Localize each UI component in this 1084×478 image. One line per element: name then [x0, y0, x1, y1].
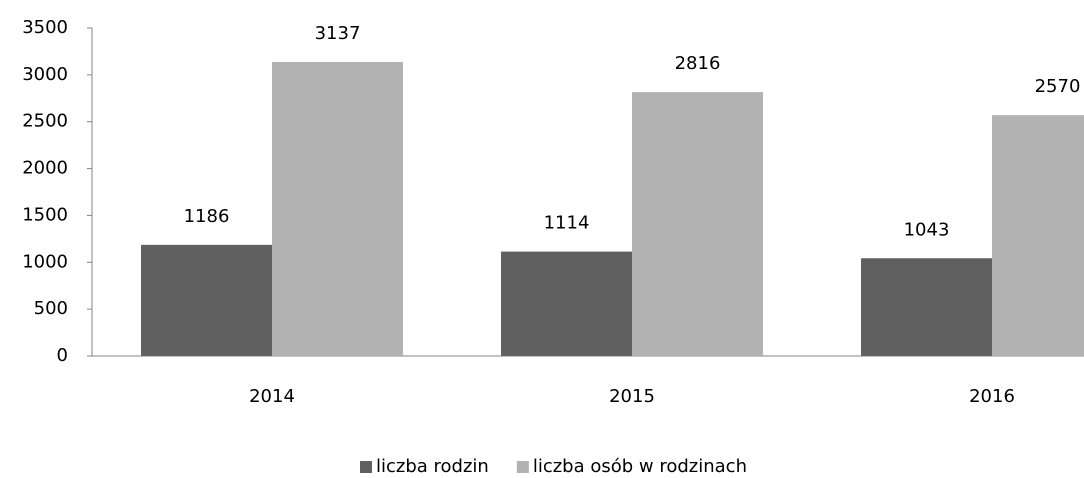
value-label: 1043 — [904, 219, 950, 240]
x-tick-label: 2014 — [249, 386, 295, 407]
y-tick-label: 3500 — [22, 17, 68, 38]
y-tick-label: 1000 — [22, 251, 68, 272]
y-tick-label: 500 — [34, 298, 68, 319]
y-tick-label: 1500 — [22, 204, 68, 225]
legend-label: liczba rodzin — [376, 456, 489, 477]
bar — [861, 258, 992, 356]
y-tick-label: 0 — [57, 345, 68, 366]
legend-swatch — [516, 461, 529, 473]
x-tick-label: 2016 — [969, 386, 1015, 407]
legend-swatch — [360, 461, 372, 473]
value-label: 3137 — [315, 23, 361, 44]
y-tick-label: 2000 — [22, 158, 68, 179]
value-label: 1186 — [184, 206, 230, 227]
legend-label: liczba osób w rodzinach — [533, 456, 747, 477]
value-label: 2816 — [675, 53, 721, 74]
bar — [141, 244, 272, 356]
y-tick-label: 2500 — [22, 111, 68, 132]
value-label: 1114 — [544, 213, 590, 234]
value-label: 2570 — [1035, 76, 1081, 97]
x-tick-label: 2015 — [609, 386, 655, 407]
bar — [632, 92, 763, 356]
bar — [501, 251, 632, 356]
bar — [272, 62, 403, 357]
bar — [992, 115, 1084, 356]
y-tick-label: 3000 — [22, 64, 68, 85]
